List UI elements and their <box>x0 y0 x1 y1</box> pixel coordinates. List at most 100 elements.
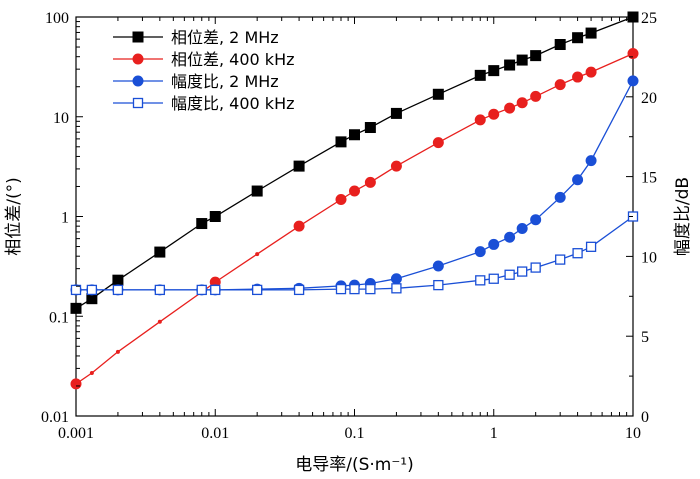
legend-label: 相位差, 400 kHz <box>171 50 295 69</box>
data-point <box>364 122 376 134</box>
data-point <box>210 284 221 296</box>
legend-entry: 幅度比, 2 MHz <box>113 72 279 91</box>
data-point <box>349 129 360 141</box>
series-line <box>76 215 634 291</box>
data-point <box>474 246 486 258</box>
data-point <box>157 319 162 324</box>
y-right-tick-label: 0 <box>641 409 649 426</box>
data-point <box>530 214 542 226</box>
data-point <box>554 39 566 51</box>
series-layer <box>70 11 639 390</box>
data-point <box>432 88 444 100</box>
data-point <box>572 174 584 186</box>
data-point <box>70 302 82 314</box>
data-point <box>70 378 82 390</box>
series-2 <box>70 48 639 390</box>
legend-marker <box>132 53 144 65</box>
data-point <box>555 254 566 265</box>
legend-marker <box>132 97 144 109</box>
plot-frame <box>75 16 634 417</box>
data-point <box>474 114 486 126</box>
data-point <box>390 107 402 119</box>
data-point <box>504 269 515 280</box>
data-point <box>349 185 360 197</box>
data-point <box>335 194 347 206</box>
legend-label: 幅度比, 2 MHz <box>171 72 279 91</box>
legend-marker <box>132 75 144 87</box>
data-point <box>504 231 516 243</box>
data-point <box>89 370 94 375</box>
legend-entry: 相位差, 2 MHz <box>113 28 279 47</box>
data-point <box>196 218 208 230</box>
data-point <box>516 222 528 234</box>
y-left-tick-label: 10 <box>53 110 69 127</box>
x-tick-label: 0.01 <box>201 425 229 442</box>
data-point <box>391 283 402 294</box>
data-point <box>572 248 583 259</box>
series-line <box>76 80 634 291</box>
data-point <box>530 90 542 102</box>
y-right-tick-label: 10 <box>641 249 657 266</box>
data-point <box>554 79 566 91</box>
data-point <box>585 241 597 252</box>
data-point <box>488 65 500 77</box>
data-point <box>365 283 376 295</box>
legend-label: 相位差, 2 MHz <box>171 28 279 47</box>
series-line <box>75 53 634 385</box>
x-tick-label: 1 <box>490 425 498 442</box>
y-right-tick-label: 5 <box>641 329 649 346</box>
x-tick-label: 0.1 <box>345 425 365 442</box>
x-tick-label: 10 <box>625 425 641 442</box>
data-point <box>475 275 486 286</box>
data-point <box>251 185 263 197</box>
data-point <box>209 211 221 222</box>
data-point <box>70 284 82 296</box>
data-point <box>154 246 166 258</box>
y-right-tick-label: 20 <box>641 90 657 107</box>
data-point <box>488 108 500 120</box>
data-point <box>255 252 260 257</box>
left-y-axis-title: 相位差/(°) <box>4 177 24 256</box>
data-point <box>488 273 499 284</box>
data-point <box>572 71 584 83</box>
data-point <box>585 155 597 167</box>
series-1 <box>70 11 639 314</box>
data-point <box>516 54 528 66</box>
data-point <box>554 191 566 203</box>
data-point <box>432 137 444 149</box>
data-point <box>86 284 98 296</box>
data-point <box>335 136 347 148</box>
legend-entry: 相位差, 400 kHz <box>113 50 295 69</box>
data-point <box>530 262 541 273</box>
y-right-tick-label: 15 <box>641 170 657 187</box>
data-point <box>252 284 263 296</box>
y-right-tick-label: 25 <box>641 10 657 27</box>
data-point <box>196 284 207 296</box>
right-y-axis-title: 幅度比/dB <box>673 177 693 256</box>
data-point <box>504 59 516 71</box>
data-point <box>474 69 486 81</box>
legend-entry: 幅度比, 400 kHz <box>113 94 295 113</box>
data-point <box>627 75 639 87</box>
data-point <box>390 273 402 285</box>
y-left-tick-label: 100 <box>45 10 69 27</box>
legend-label: 幅度比, 400 kHz <box>171 94 295 113</box>
data-point <box>517 266 528 277</box>
data-point <box>293 284 305 296</box>
data-point <box>293 220 305 232</box>
data-point <box>530 50 542 62</box>
data-point <box>115 349 120 354</box>
legend: 相位差, 2 MHz 相位差, 400 kHz 幅度比, 2 MHz 幅度比, 400… <box>113 28 295 113</box>
data-point <box>627 48 639 60</box>
data-point <box>335 283 347 295</box>
data-point <box>488 238 500 250</box>
y-left-tick-label: 1 <box>61 210 69 227</box>
data-point <box>112 274 124 286</box>
data-point <box>585 27 597 39</box>
data-point <box>112 284 124 296</box>
data-point <box>572 32 584 44</box>
series-line <box>75 16 634 309</box>
data-point <box>390 160 402 172</box>
